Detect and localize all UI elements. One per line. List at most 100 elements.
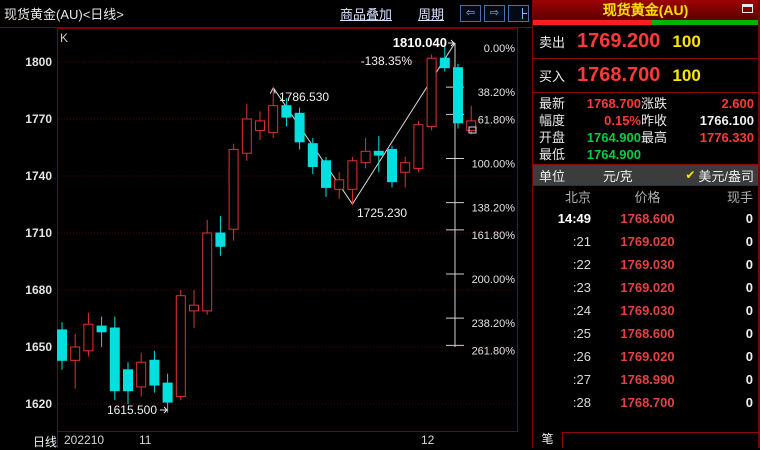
tick-time: :28 — [572, 395, 591, 410]
stat-value: 1776.330 — [699, 130, 754, 145]
tick-row: :28 1768.700 0 — [533, 391, 758, 414]
chart-section: 现货黄金(AU)<日线> 商品叠加 周期 ⇦ ⇨ 1800 1770 1740 171… — [0, 5, 532, 449]
tick-row: :23 1769.020 0 — [533, 276, 758, 299]
stat-value: 1764.900 — [586, 147, 641, 162]
svg-text:138.20%: 138.20% — [472, 203, 516, 215]
tick-time: 14:49 — [557, 211, 591, 226]
stat-value: 1768.700 — [586, 96, 641, 111]
check-icon: ✔ — [685, 168, 696, 182]
tick-time: :23 — [572, 280, 591, 295]
axis-divider — [57, 432, 58, 448]
period-label: 日线 — [33, 435, 58, 449]
tick-row: :24 1769.030 0 — [533, 299, 758, 322]
unit-yuan-gram[interactable]: 元/克 — [603, 168, 633, 184]
panel-tabbar: 笔 — [533, 432, 758, 448]
buy-label: 买入 — [539, 69, 566, 84]
tick-price: 1769.020 — [620, 280, 675, 295]
buy-quote-row: 买入 1768.700 100 — [533, 59, 758, 92]
stat-value: 1764.900 — [586, 130, 641, 145]
col-volume: 现手 — [726, 190, 753, 205]
candlestick-chart[interactable]: 1800 1770 1740 1710 1680 1650 1620 0.00% 38.20% 6… — [0, 28, 532, 432]
stat-label: 最新 — [539, 96, 566, 111]
svg-text:1725.230: 1725.230 — [357, 206, 407, 220]
tick-row: :27 1768.990 0 — [533, 368, 758, 391]
svg-text:1615.500: 1615.500 — [107, 403, 157, 417]
svg-text:K: K — [60, 31, 68, 45]
axis-tick-11: 11 — [139, 433, 152, 447]
tick-price: 1769.020 — [620, 349, 675, 364]
overlay-commodity-link[interactable]: 商品叠加 — [339, 7, 392, 22]
stat-label: 昨收 — [641, 113, 668, 128]
buy-ratio-segment — [652, 20, 758, 25]
tick-list: 14:49 1768.600 0:21 1769.020 0:22 1769.030 0:2… — [533, 207, 758, 414]
arrow-left-icon[interactable]: ⇦ — [460, 5, 481, 22]
stat-value: 1766.100 — [699, 113, 754, 128]
axis-tick-12: 12 — [421, 433, 435, 447]
stat-label: 最高 — [641, 130, 668, 145]
tick-volume: 0 — [745, 280, 753, 295]
svg-text:1810.040: 1810.040 — [393, 35, 447, 50]
stat-label: 最低 — [539, 147, 566, 162]
tab-bi[interactable]: 笔 — [533, 432, 563, 448]
split-window-icon[interactable] — [508, 5, 529, 22]
svg-text:238.20%: 238.20% — [472, 318, 516, 330]
svg-text:1650: 1650 — [25, 340, 52, 354]
restore-window-icon[interactable] — [742, 4, 753, 13]
tick-price: 1769.030 — [620, 303, 675, 318]
divider — [533, 92, 758, 93]
tick-time: :26 — [572, 349, 591, 364]
svg-text:-138.35%: -138.35% — [361, 54, 413, 68]
tick-price: 1769.030 — [620, 257, 675, 272]
sell-price: 1769.200 — [577, 30, 661, 52]
time-axis: 日线 202210 11 12 — [0, 432, 532, 449]
tick-time: :27 — [572, 372, 591, 387]
svg-text:200.00%: 200.00% — [472, 274, 516, 286]
unit-label: 单位 — [539, 168, 566, 184]
tick-price: 1768.990 — [620, 372, 675, 387]
tick-volume: 0 — [745, 349, 753, 364]
tick-volume: 0 — [745, 326, 753, 341]
stat-label: 开盘 — [539, 130, 566, 145]
quote-panel: 现货黄金(AU) 卖出 1769.200 100 买入 1768.700 100… — [532, 0, 760, 448]
tick-time: :22 — [572, 257, 591, 272]
arrow-right-icon[interactable]: ⇨ — [484, 5, 505, 22]
svg-text:100.00%: 100.00% — [472, 159, 516, 171]
instrument-title: 现货黄金(AU)<日线> — [4, 7, 124, 22]
tick-table-header: 北京 价格 现手 — [533, 186, 758, 207]
svg-text:1786.530: 1786.530 — [279, 90, 329, 104]
tick-row: 14:49 1768.600 0 — [533, 207, 758, 230]
col-price: 价格 — [634, 190, 661, 205]
svg-text:161.80%: 161.80% — [472, 230, 516, 242]
svg-text:1740: 1740 — [25, 169, 52, 183]
tick-time: :21 — [572, 234, 591, 249]
buy-sell-ratio-bar — [533, 20, 758, 25]
stat-value: 2.600 — [721, 96, 754, 111]
tick-time: :25 — [572, 326, 591, 341]
stat-label: 幅度 — [539, 113, 566, 128]
tick-row: :26 1769.020 0 — [533, 345, 758, 368]
tick-price: 1769.020 — [620, 234, 675, 249]
buy-price: 1768.700 — [577, 64, 661, 86]
sell-label: 卖出 — [539, 35, 566, 50]
stat-label: 涨跌 — [641, 96, 668, 111]
quote-header: 现货黄金(AU) — [533, 0, 758, 20]
svg-text:0.00%: 0.00% — [484, 43, 515, 55]
unit-usd-ounce[interactable]: 美元/盎司 — [698, 168, 754, 184]
quote-title: 现货黄金(AU) — [602, 2, 689, 18]
col-beijing: 北京 — [564, 190, 591, 205]
sell-qty: 100 — [672, 31, 701, 51]
svg-text:1770: 1770 — [25, 112, 52, 126]
tick-price: 1768.700 — [620, 395, 675, 410]
tick-row: :25 1768.600 0 — [533, 322, 758, 345]
tick-volume: 0 — [745, 211, 753, 226]
svg-text:261.80%: 261.80% — [472, 345, 516, 357]
period-link[interactable]: 周期 — [417, 7, 444, 22]
stats-grid: 最新 1768.700 涨跌 2.600 幅度 0.15% 昨收 1766.100 开盘 1764… — [533, 93, 758, 164]
svg-text:1680: 1680 — [25, 283, 52, 297]
divider — [533, 58, 758, 59]
tick-row: :21 1769.020 0 — [533, 230, 758, 253]
tick-volume: 0 — [745, 303, 753, 318]
tick-time: :24 — [572, 303, 591, 318]
tick-volume: 0 — [745, 395, 753, 410]
svg-text:1620: 1620 — [25, 397, 52, 411]
